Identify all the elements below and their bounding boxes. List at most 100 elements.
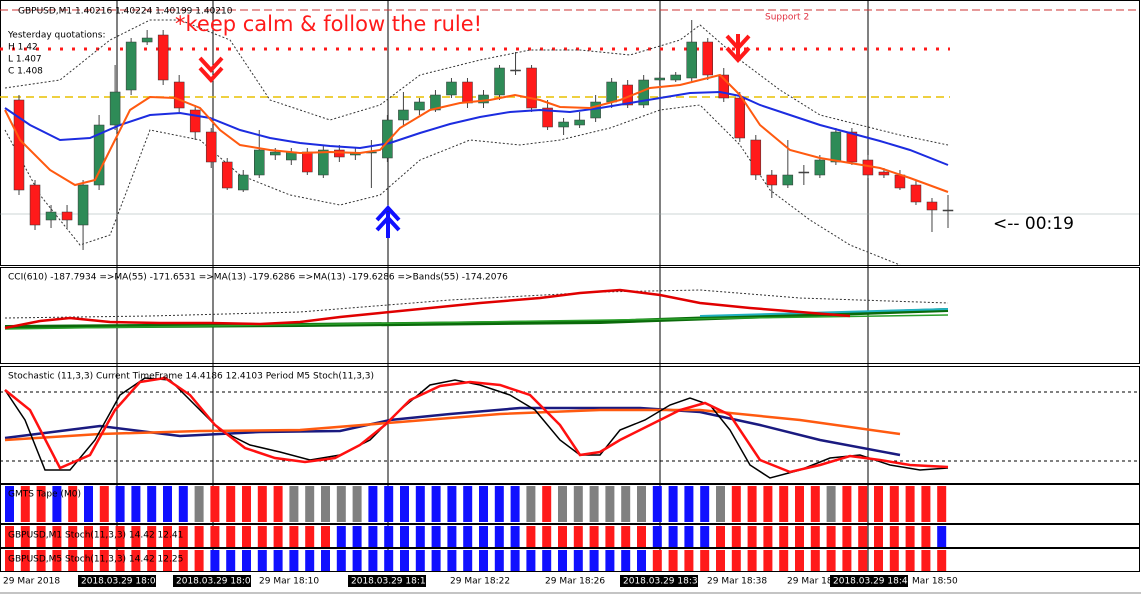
tape-bar: [747, 526, 757, 547]
candle-body: [77, 184, 89, 226]
candle-body: [270, 151, 281, 156]
tape-bar: [747, 486, 757, 522]
tape-bar: [494, 526, 504, 547]
tape-bar: [178, 526, 188, 547]
time-axis: 29 Mar 2018 2018.03.29 18:01 2018.03.29 …: [3, 575, 958, 587]
candle-body: [670, 74, 681, 81]
tape-bar: [257, 550, 267, 571]
tape-bar: [115, 550, 125, 571]
tape-bar: [810, 486, 820, 522]
m1-panel: [0, 524, 1140, 548]
tape-bar: [589, 526, 599, 547]
tape-bar: [147, 486, 157, 522]
tape-bar: [668, 526, 678, 547]
tape-bar: [605, 486, 615, 522]
stoch-lines: [4, 376, 949, 479]
tape-bar: [637, 486, 646, 522]
cci-band: [4, 289, 949, 319]
tape-bar: [273, 550, 283, 571]
tape-bar: [226, 550, 236, 571]
tape-bar: [273, 526, 283, 547]
tape-bar: [289, 486, 299, 522]
tape-bar: [305, 486, 315, 522]
main-panel: [0, 0, 1140, 266]
candle-body: [878, 171, 890, 176]
tape-bar: [257, 526, 267, 547]
tape-bar: [84, 550, 93, 571]
candle-body: [462, 81, 473, 104]
tape-bar: [795, 486, 804, 522]
time-label: 2018.03.29 18:07: [176, 577, 256, 587]
tape-bar: [668, 486, 678, 522]
tape-bar: [621, 526, 631, 547]
tape-bar: [652, 486, 662, 522]
tape-bar: [542, 486, 552, 522]
tape-bar: [874, 526, 883, 547]
tape-bar: [447, 550, 457, 571]
tape-bar: [905, 526, 915, 547]
tape-bar: [510, 486, 520, 522]
tape-bar: [5, 486, 14, 522]
candle-body: [942, 209, 954, 212]
tape-bar: [889, 526, 899, 547]
candle-body: [654, 77, 665, 81]
cci-ma: [4, 308, 949, 329]
candle-body: [846, 131, 858, 163]
tape-bar: [242, 486, 251, 522]
stoch-m5-signal: [4, 408, 901, 442]
candle-body: [542, 107, 553, 128]
tape-bar: [5, 526, 14, 547]
tape-bar: [163, 486, 172, 522]
candle-body: [606, 81, 617, 103]
tape-bar: [368, 550, 378, 571]
tape-bar: [716, 486, 725, 522]
candle-body: [798, 171, 810, 174]
time-label: 29 Mar 18:26: [545, 577, 605, 587]
tape-bar: [526, 486, 536, 522]
tape-bar: [573, 486, 583, 522]
cci-line: [4, 288, 851, 330]
tape-bar: [605, 526, 615, 547]
candle-body: [398, 109, 409, 121]
tape-bar: [68, 550, 78, 571]
tape-bar: [352, 550, 362, 571]
tape-bar: [226, 526, 236, 547]
tape-bar: [210, 486, 220, 522]
tape-bar: [368, 526, 378, 547]
tape-label: GMTS Tape (M0): [8, 490, 81, 500]
tape-bar: [131, 526, 141, 547]
candle-body: [734, 97, 746, 139]
cci-label: CCI(610) -187.7934 =>MA(55) -171.6531 =>…: [8, 273, 508, 283]
candle-body: [830, 131, 842, 163]
candle-body: [109, 91, 121, 126]
tape-bar: [795, 526, 804, 547]
tape-bar: [52, 526, 62, 547]
tape-bar: [526, 550, 536, 571]
tape-bar: [937, 486, 947, 522]
tape-bar: [20, 486, 30, 522]
tape-bar: [273, 486, 283, 522]
time-label: 29 Mar 18:38: [707, 577, 767, 587]
tape-bar: [779, 550, 789, 571]
candle-body: [494, 67, 505, 96]
tape-bar: [526, 526, 536, 547]
candle-body: [446, 81, 457, 96]
tape-bar: [842, 550, 852, 571]
tape-bar: [858, 486, 868, 522]
candle-body: [926, 201, 938, 211]
m1-label: GBPUSD,M1 Stoch(11,3,3) 14.42 12.41: [8, 531, 183, 541]
tape-bar: [84, 526, 93, 547]
tape-bar: [479, 486, 488, 522]
candle-body: [782, 174, 794, 186]
tape-bar: [905, 550, 915, 571]
tape-bar: [637, 550, 646, 571]
tape-bar: [510, 526, 520, 547]
candle-body: [254, 149, 265, 176]
candle-body: [334, 149, 345, 158]
tape-bar: [684, 486, 694, 522]
tape-bar: [779, 486, 789, 522]
candle-body: [221, 161, 233, 189]
tape-bar: [842, 486, 852, 522]
tape-bar: [321, 486, 330, 522]
